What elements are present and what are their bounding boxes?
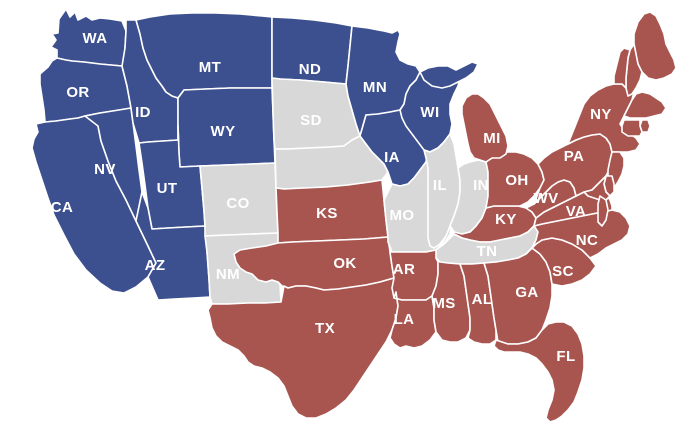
state-IL-body[interactable]	[423, 133, 461, 249]
state-FL[interactable]	[493, 321, 585, 423]
state-CT[interactable]	[621, 119, 643, 137]
state-GA[interactable]	[483, 247, 553, 345]
state-LA[interactable]	[389, 291, 437, 349]
state-VT[interactable]	[613, 47, 631, 89]
state-MI[interactable]	[461, 93, 509, 163]
state-MD[interactable]	[583, 175, 611, 201]
state-MA[interactable]	[623, 91, 667, 119]
state-TX[interactable]	[207, 277, 399, 419]
state-MD-eastern-shore[interactable]	[597, 195, 609, 227]
state-WA[interactable]	[50, 8, 127, 67]
state-AR[interactable]	[389, 249, 439, 301]
state-MI-upper[interactable]	[419, 61, 479, 89]
state-NY[interactable]	[567, 83, 641, 153]
state-WY[interactable]	[177, 87, 276, 168]
state-OH[interactable]	[485, 151, 545, 209]
state-KS[interactable]	[275, 179, 389, 244]
state-CO[interactable]	[199, 162, 279, 237]
state-shapes-group[interactable]	[31, 8, 677, 423]
state-ND[interactable]	[271, 16, 353, 85]
